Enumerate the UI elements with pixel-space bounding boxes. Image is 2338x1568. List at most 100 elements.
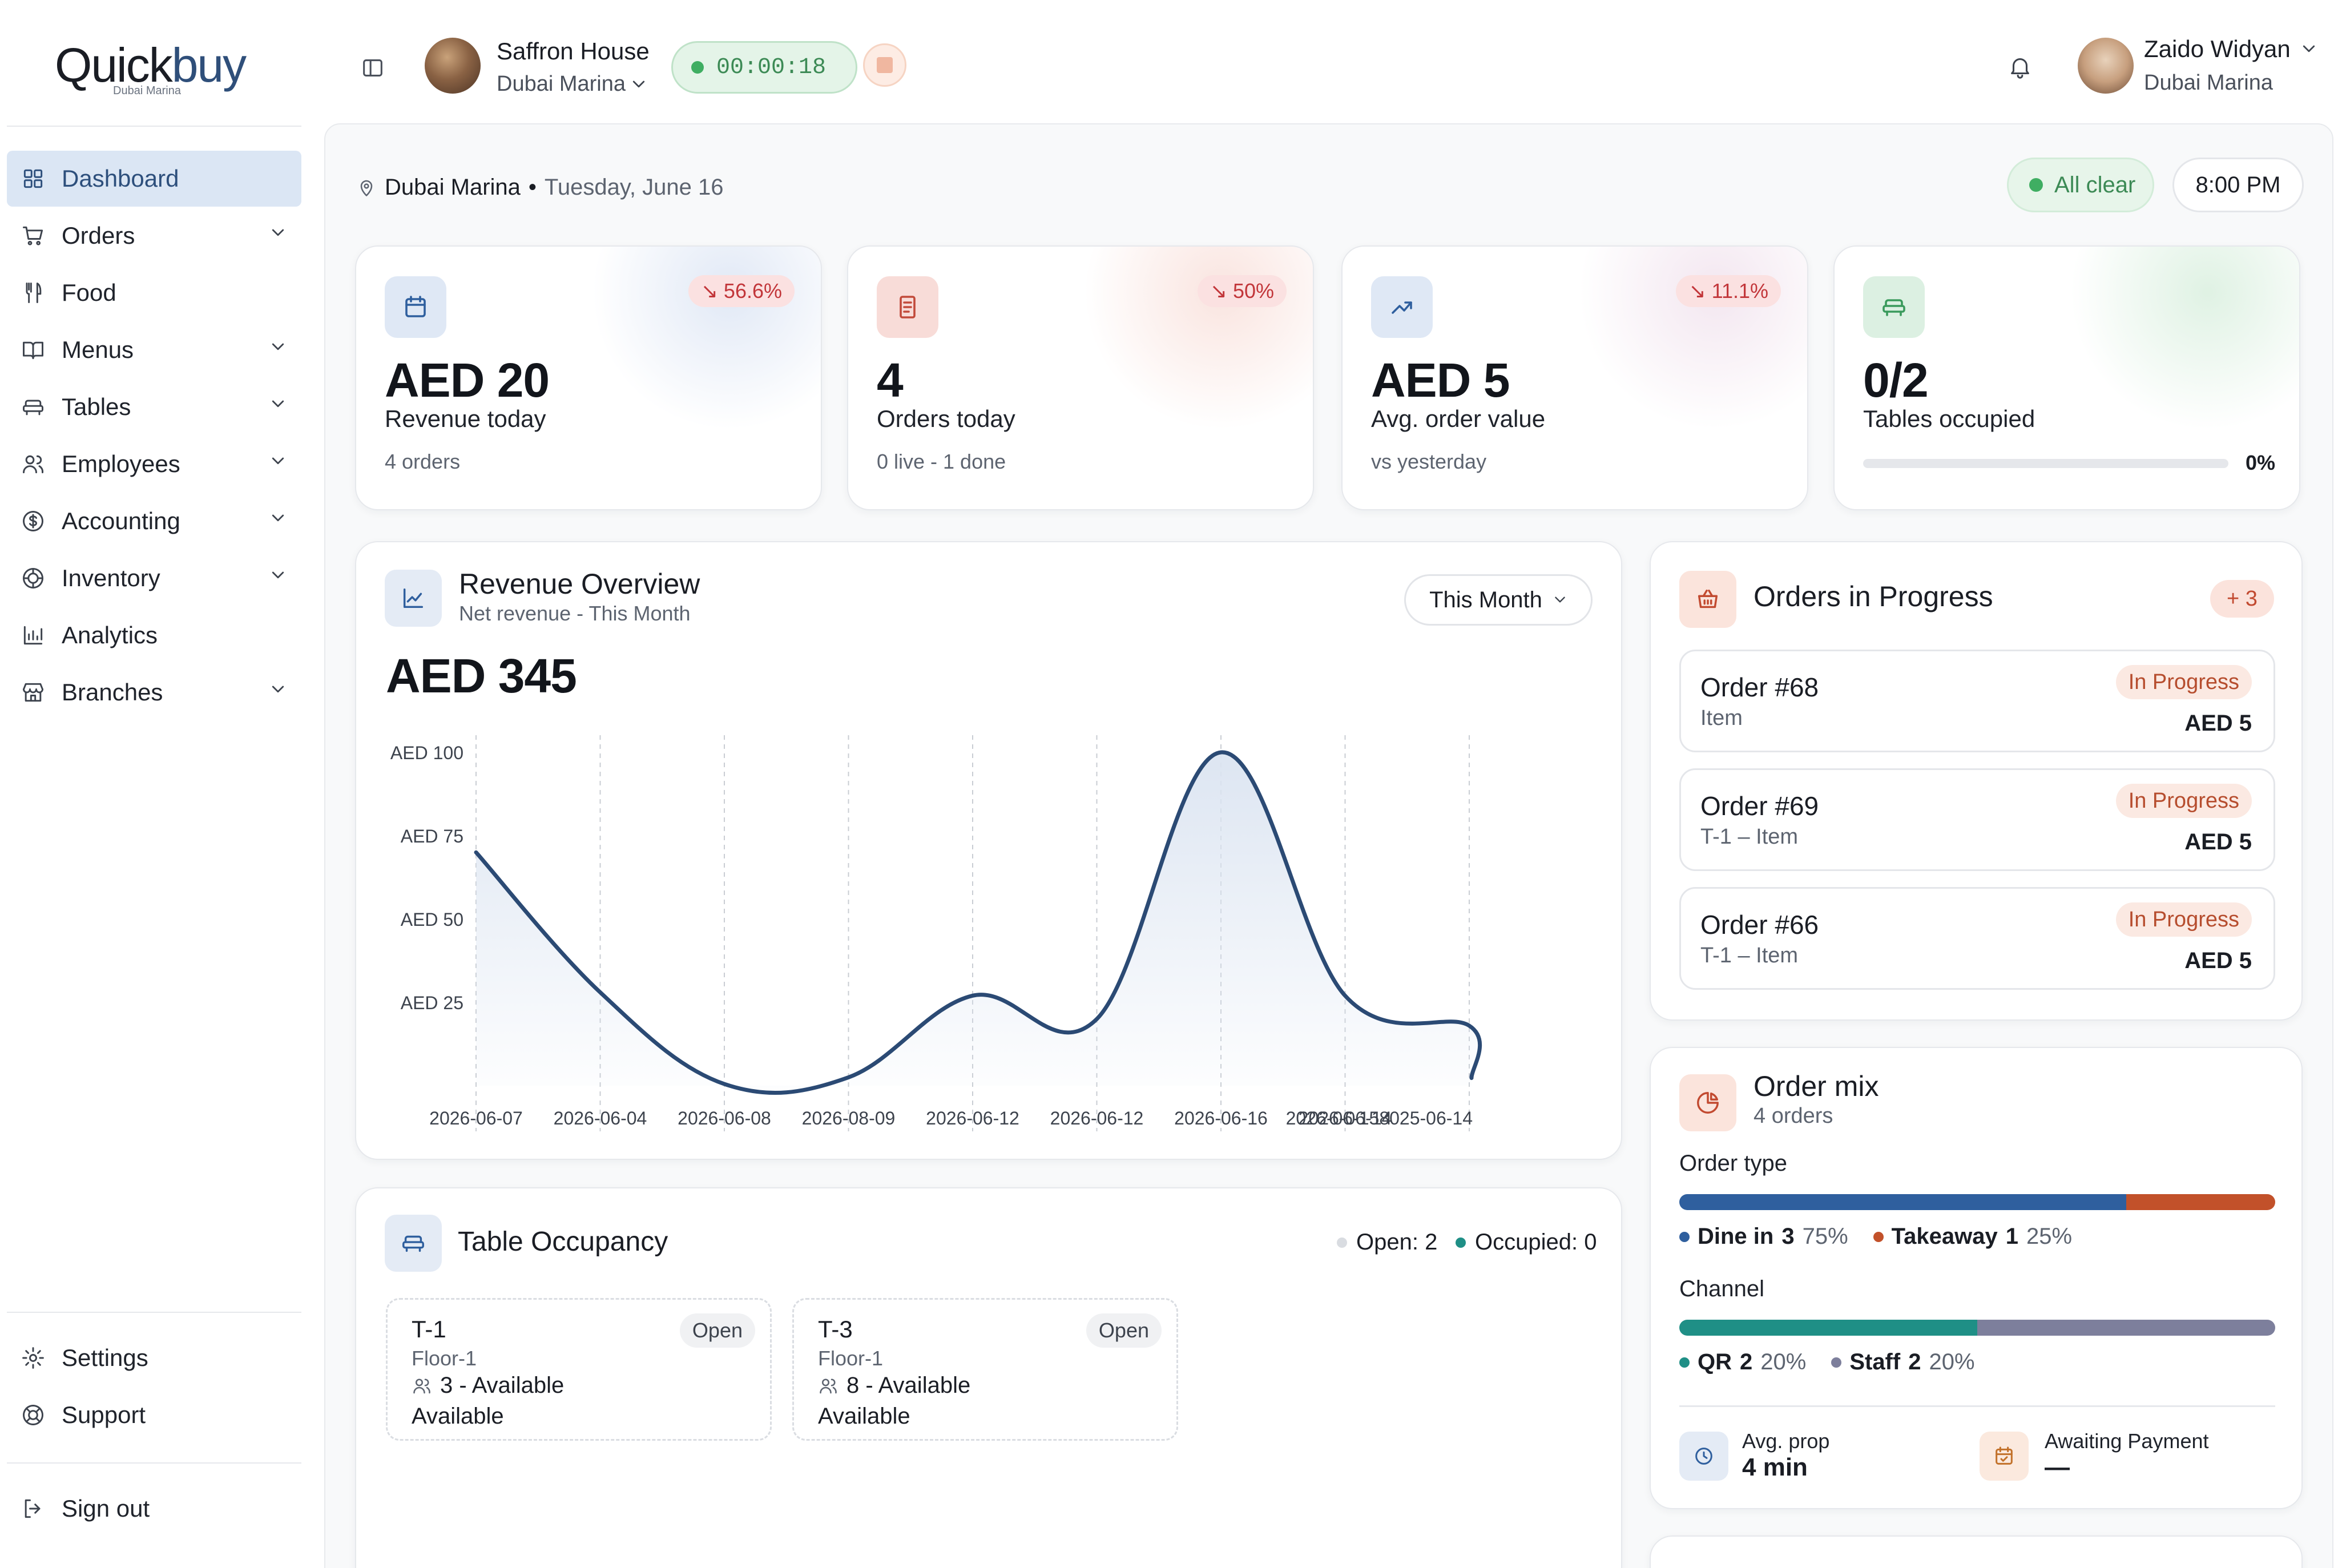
order-amount: AED 5 — [2184, 829, 2252, 854]
sidebar-item-support[interactable]: Support — [7, 1387, 301, 1443]
branch-location[interactable]: Dubai Marina — [497, 72, 626, 96]
legend-pct: 20% — [1760, 1349, 1807, 1374]
sidebar-item-menus[interactable]: Menus — [7, 322, 301, 378]
chevron-down-icon[interactable] — [630, 79, 647, 90]
chevron-down-icon[interactable] — [269, 227, 287, 239]
period-select[interactable]: This Month — [1404, 574, 1593, 626]
sidebar-item-inventory[interactable]: Inventory — [7, 550, 301, 606]
sidebar-item-label: Menus — [62, 336, 134, 363]
order-row[interactable]: Order #69 T-1 – Item In Progress AED 5 — [1679, 768, 2275, 871]
sidebar-item-orders[interactable]: Orders — [7, 208, 301, 264]
legend-count: 3 — [1781, 1224, 1795, 1249]
chevron-down-icon[interactable] — [269, 684, 287, 695]
chevron-down-icon[interactable] — [269, 398, 287, 410]
panel-toggle-icon[interactable] — [360, 55, 386, 81]
sidebar-item-branches[interactable]: Branches — [7, 664, 301, 720]
table-seats: 8 - Available — [818, 1373, 970, 1398]
kpi-sub: 0 live - 1 done — [877, 450, 1006, 473]
table-seats: 3 - Available — [412, 1373, 564, 1398]
stop-timer-button[interactable] — [863, 43, 906, 87]
stop-icon — [877, 57, 893, 73]
order-detail: T-1 – Item — [1700, 944, 1799, 968]
sidebar-item-label: Tables — [62, 393, 131, 420]
signout-button[interactable]: Sign out — [7, 1481, 301, 1537]
table-card[interactable]: T-3 Floor-1 8 - Available Available Open — [792, 1298, 1178, 1441]
chevron-down-icon[interactable] — [269, 456, 287, 467]
users-icon — [19, 450, 47, 478]
progress-pct: 0% — [2246, 451, 2276, 474]
user-avatar[interactable] — [2078, 38, 2134, 94]
table-name: T-1 — [412, 1316, 446, 1343]
table-icon — [19, 393, 47, 421]
data-point — [724, 1083, 725, 1085]
order-type-legend: Dine in 3 75% Takeaway 1 25% — [1679, 1224, 2097, 1249]
bar-segment-staff — [1977, 1320, 2275, 1336]
sidebar-item-employees[interactable]: Employees — [7, 436, 301, 492]
seat-status: - Available — [459, 1373, 565, 1398]
branch-name[interactable]: Saffron House — [497, 38, 650, 65]
legend-name: QR — [1698, 1349, 1732, 1374]
order-row[interactable]: Order #66 T-1 – Item In Progress AED 5 — [1679, 887, 2275, 990]
chevron-down-icon[interactable] — [2300, 43, 2317, 55]
order-detail: Item — [1700, 706, 1743, 730]
order-mix-title: Order mix — [1754, 1070, 1879, 1102]
status-badge[interactable]: All clear — [2007, 158, 2154, 212]
brand-name-a: Quick — [55, 38, 173, 92]
x-tick-label: 2026-06-07 — [429, 1108, 523, 1128]
brand-location: Dubai Marina — [113, 84, 181, 97]
sidebar-item-dashboard[interactable]: Dashboard — [7, 151, 301, 207]
legend-dot — [1679, 1231, 1690, 1242]
status-dot — [2029, 178, 2043, 192]
grid-icon — [19, 165, 47, 192]
orders-in-progress-title: Orders in Progress — [1754, 581, 1993, 612]
order-name: Order #68 — [1700, 672, 1819, 702]
map-pin-icon — [356, 178, 377, 198]
sidebar-item-accounting[interactable]: Accounting — [7, 493, 301, 549]
divider — [1679, 1405, 2275, 1407]
order-row[interactable]: Order #68 Item In Progress AED 5 — [1679, 650, 2275, 752]
line-chart-icon — [385, 570, 442, 627]
table-name: T-3 — [818, 1316, 853, 1343]
kpi-card-tables[interactable]: 0/2 Tables occupied 0% — [1833, 245, 2300, 510]
table-status: Available — [412, 1404, 504, 1429]
card-glow — [1556, 247, 1807, 429]
legend-count: 2 — [1740, 1349, 1753, 1374]
table-card[interactable]: T-1 Floor-1 3 - Available Available Open — [386, 1298, 772, 1441]
bar-segment-dine-in — [1679, 1194, 2126, 1210]
x-tick-label: 2026-06-14 — [1299, 1108, 1392, 1128]
bell-icon[interactable] — [2007, 54, 2033, 80]
more-orders-badge[interactable]: + 3 — [2210, 580, 2274, 618]
chevron-down-icon[interactable] — [269, 341, 287, 353]
sidebar-item-settings[interactable]: Settings — [7, 1330, 301, 1386]
kpi-card-avg-order[interactable]: ↘ 11.1% AED 5 Avg. order value vs yester… — [1341, 245, 1808, 510]
chevron-down-icon[interactable] — [269, 513, 287, 524]
sidebar-item-tables[interactable]: Tables — [7, 379, 301, 435]
current-time: 8:00 PM — [2172, 158, 2304, 212]
legend-dot — [1873, 1231, 1884, 1242]
order-mix-subtitle: 4 orders — [1754, 1104, 1833, 1128]
trend-badge: ↘ 11.1% — [1676, 275, 1781, 307]
kpi-value: AED 20 — [385, 353, 550, 407]
gear-icon — [19, 1344, 47, 1372]
card-glow — [1062, 247, 1313, 429]
kpi-card-revenue[interactable]: ↘ 56.6% AED 20 Revenue today 4 orders — [355, 245, 822, 510]
open-count: Open: 2 — [1337, 1230, 1437, 1255]
y-tick-label: AED 75 — [401, 826, 463, 847]
sidebar-item-label: Food — [62, 279, 116, 306]
order-type-bar — [1679, 1194, 2275, 1210]
cart-icon — [19, 222, 47, 249]
sidebar-item-analytics[interactable]: Analytics — [7, 607, 301, 663]
branch-avatar[interactable] — [425, 38, 481, 94]
sidebar-item-food[interactable]: Food — [7, 265, 301, 321]
order-status-badge: In Progress — [2115, 902, 2252, 937]
kpi-sub: 4 orders — [385, 450, 461, 473]
x-tick-label: 2026-06-158025-06-14 — [1286, 1108, 1473, 1128]
sidebar-item-label: Employees — [62, 450, 180, 477]
brand-logo[interactable]: Quickbuy — [55, 38, 247, 93]
user-name[interactable]: Zaido Widyan — [2144, 35, 2291, 62]
trend-up-icon — [1371, 276, 1433, 338]
chevron-down-icon[interactable] — [269, 570, 287, 581]
kpi-card-orders[interactable]: ↘ 50% 4 Orders today 0 live - 1 done — [847, 245, 1314, 510]
data-point — [848, 1077, 849, 1078]
header-location: Dubai Marina — [385, 175, 521, 200]
